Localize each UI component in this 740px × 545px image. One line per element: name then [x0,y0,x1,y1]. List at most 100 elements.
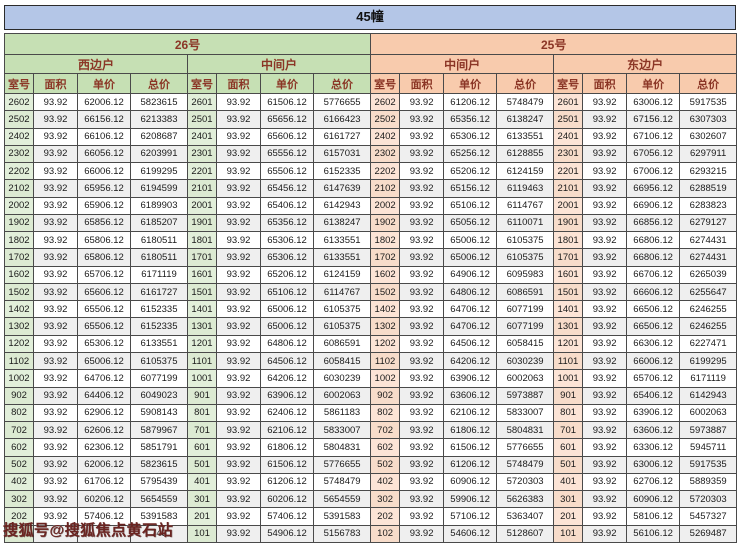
area-cell: 93.92 [582,231,628,250]
area-cell: 93.92 [216,265,261,284]
total-price-cell: 5654559 [130,490,188,509]
room-cell: 1602 [4,265,34,284]
area-cell: 93.92 [582,524,628,544]
room-cell: 302 [370,490,401,509]
total-price-cell: 6105375 [496,248,555,267]
area-cell: 93.92 [582,92,628,112]
unit-price-cell: 65906.12 [77,196,131,215]
total-price-cell: 6199295 [130,162,188,181]
area-cell: 93.92 [399,472,445,492]
unit-price-cell: 67156.12 [626,110,681,129]
total-price-cell: 6194599 [130,179,188,198]
unit-price-cell: 65706.12 [626,369,681,388]
table-row: 1802 93.92 65806.12 6180511 1801 93.92 65306.1… [4,231,738,250]
area-cell: 93.92 [399,334,445,353]
unit-price-cell: 66606.12 [626,282,681,302]
total-price-cell: 6213383 [130,110,188,129]
unit-price-cell: 66006.12 [626,351,681,371]
total-price-cell: 6152335 [312,162,372,181]
total-price-cell: 5720303 [496,472,555,492]
area-cell: 93.92 [33,472,78,492]
unit-price-cell: 66856.12 [626,213,681,233]
unit-price-cell: 54606.12 [443,524,498,544]
col-total-header: 总价 [496,73,555,94]
area-cell: 93.92 [33,507,78,526]
total-price-cell: 6293215 [679,162,738,181]
unit-price-cell: 61806.12 [260,438,314,457]
area-cell: 93.92 [399,282,445,302]
table-row: 602 93.92 62306.12 5851791 601 93.92 61806.12 5… [4,438,738,457]
room-cell: 2202 [4,162,34,181]
area-cell: 93.92 [216,127,261,146]
total-price-cell: 6077199 [130,369,188,388]
unit-price-cell: 66956.12 [626,179,681,198]
room-cell: 2602 [370,92,401,112]
total-price-cell: 6208687 [130,127,188,146]
unit-price-cell: 65606.12 [77,282,131,302]
unit-price-cell: 63306.12 [626,438,681,457]
total-price-cell: 5833007 [496,403,555,423]
total-price-cell: 5917535 [679,92,738,112]
table-row: 1402 93.92 65506.12 6152335 1401 93.92 65006.1… [4,300,738,319]
area-cell: 93.92 [582,162,628,181]
total-price-cell: 5823615 [130,455,188,474]
area-cell: 93.92 [399,213,445,233]
table-row: 902 93.92 64406.12 6049023 901 93.92 63906.12 6… [4,386,738,405]
unit-middle-header-26: 中间户 [186,54,372,74]
table-row: 743 101 93.92 54906.12 5156783 102 93.92 54606.… [4,524,738,544]
unit-price-cell: 65006.12 [443,231,498,250]
unit-price-cell: 57406.12 [260,507,314,526]
unit-price-cell: 66106.12 [77,127,131,146]
total-price-cell: 6114767 [496,196,555,215]
area-cell: 93.92 [582,300,628,319]
total-price-cell: 6157031 [312,144,372,164]
unit-price-cell: 60206.12 [77,490,131,509]
area-cell: 93.92 [399,507,445,526]
area-cell: 93.92 [582,248,628,267]
area-cell: 93.92 [216,282,261,302]
area-cell: 93.92 [33,386,78,405]
unit-price-cell: 66706.12 [626,265,681,284]
total-price-cell: 6274431 [679,248,738,267]
total-price-cell: 6133551 [312,231,372,250]
unit-price-cell: 60906.12 [626,490,681,509]
table-row: 1702 93.92 65806.12 6180511 1701 93.92 65306.1… [4,248,738,267]
total-price-cell: 5748479 [312,472,372,492]
area-cell: 93.92 [399,403,445,423]
room-cell: 302 [4,490,34,509]
total-price-cell: 6161727 [312,127,372,146]
table-row: 1902 93.92 65856.12 6185207 1901 93.92 65356.1… [4,213,738,233]
room-cell: 401 [187,472,217,492]
area-cell: 93.92 [33,179,78,198]
area-cell: 93.92 [33,127,78,146]
area-cell: 93.92 [399,300,445,319]
room-cell: 1102 [370,351,401,371]
unit-price-cell: 63906.12 [260,386,314,405]
room-cell: 502 [370,455,401,474]
total-price-cell: 6180511 [130,231,188,250]
unit-price-cell: 65356.12 [443,110,498,129]
total-price-cell: 6142943 [312,196,372,215]
total-price-cell: 6203991 [130,144,188,164]
total-price-cell: 5457327 [679,507,738,526]
total-price-cell: 6105375 [496,231,555,250]
total-price-cell: 6279127 [679,213,738,233]
area-cell: 93.92 [33,92,78,112]
table-row: 1202 93.92 65306.12 6133551 1201 93.92 64806.1… [4,334,738,353]
area-cell: 93.92 [399,455,445,474]
unit-price-cell: 60906.12 [443,472,498,492]
room-cell: 2401 [187,127,217,146]
area-cell: 93.92 [399,317,445,336]
unit-price-cell: 59906.12 [443,490,498,509]
table-row: 1602 93.92 65706.12 6171119 1601 93.92 65206.1… [4,265,738,284]
room-cell: 301 [553,490,584,509]
col-room-header: 室号 [187,73,217,94]
unit-price-cell: 66506.12 [626,317,681,336]
room-cell: 1701 [187,248,217,267]
total-price-cell: 6128855 [496,144,555,164]
room-cell: 2402 [370,127,401,146]
column-header-row: 室号 面积 单价 总价 室号 面积 单价 总价 室号 面积 单价 总价 室号 面… [4,73,738,94]
area-cell: 93.92 [582,438,628,457]
area-cell: 93.92 [33,213,78,233]
room-cell: 902 [370,386,401,405]
